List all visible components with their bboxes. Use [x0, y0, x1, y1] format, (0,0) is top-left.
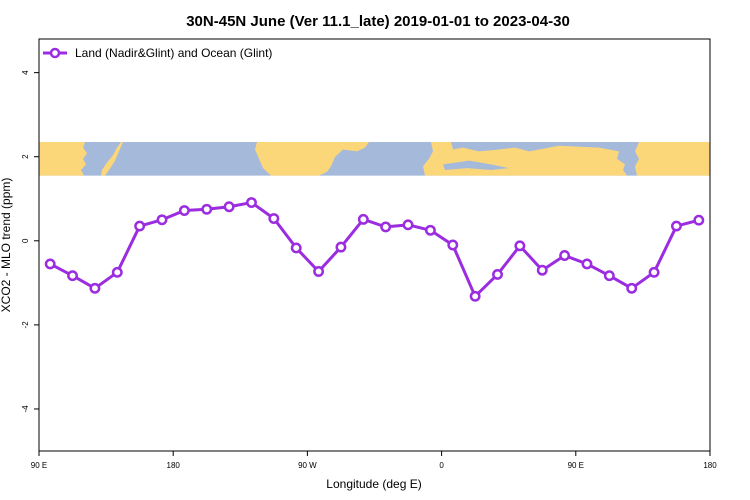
data-point	[246, 197, 257, 208]
map-mediterranean	[443, 160, 509, 171]
x-tick-label: 180	[703, 461, 717, 470]
y-tick-label: 2	[21, 154, 30, 159]
y-tick-label: 4	[21, 70, 30, 75]
map-land-japan	[101, 142, 123, 176]
data-point	[693, 214, 705, 226]
data-point	[447, 239, 459, 251]
data-point	[111, 266, 123, 278]
data-point	[648, 266, 660, 278]
x-tick-label: 0	[439, 461, 444, 470]
data-point	[223, 201, 235, 213]
chart-title: 30N-45N June (Ver 11.1_late) 2019-01-01 …	[186, 13, 570, 30]
series-layer	[44, 197, 705, 302]
data-point	[201, 203, 213, 215]
data-point	[536, 264, 548, 276]
y-axis: 4 2 0 -2 -4	[21, 70, 39, 413]
data-point	[44, 258, 56, 270]
data-point	[514, 240, 526, 252]
series-line	[49, 201, 700, 298]
data-point	[492, 268, 503, 280]
data-point	[380, 221, 392, 233]
map-land-north-america	[255, 142, 369, 176]
data-point	[402, 219, 414, 231]
x-tick-label: 180	[167, 461, 181, 470]
y-tick-label: -2	[21, 321, 30, 329]
legend: Land (Nadir&Glint) and Ocean (Glint)	[43, 46, 272, 60]
map-land-asia-west	[39, 142, 87, 176]
x-tick-label: 90 E	[568, 461, 584, 470]
world-map-band	[39, 142, 710, 176]
data-point	[156, 214, 168, 226]
legend-label: Land (Nadir&Glint) and Ocean (Glint)	[75, 46, 272, 60]
data-point	[268, 213, 280, 224]
data-point	[313, 266, 325, 277]
data-point	[290, 242, 302, 254]
data-point	[134, 220, 146, 232]
data-point	[559, 250, 571, 261]
plot-frame	[38, 38, 711, 452]
data-point	[89, 282, 101, 294]
map-land-east-asia	[635, 142, 710, 176]
data-point	[178, 205, 190, 216]
data-point	[603, 270, 615, 282]
data-point	[671, 220, 682, 232]
y-axis-label: XCO2 - MLO trend (ppm)	[0, 178, 13, 313]
data-point	[357, 213, 369, 225]
legend-marker	[49, 47, 61, 59]
data-point	[469, 290, 481, 302]
data-point	[335, 241, 347, 253]
y-tick-label: -4	[21, 405, 30, 413]
x-tick-label: 90 E	[31, 461, 47, 470]
x-axis: 90 E 180 90 W 0 90 E 180	[31, 451, 717, 470]
x-tick-label: 90 W	[298, 461, 317, 470]
y-tick-label: 0	[21, 238, 30, 243]
data-point	[581, 258, 593, 270]
data-point	[626, 282, 638, 294]
x-axis-label: Longitude (deg E)	[326, 477, 421, 491]
data-point	[67, 270, 79, 282]
data-point	[424, 224, 436, 236]
